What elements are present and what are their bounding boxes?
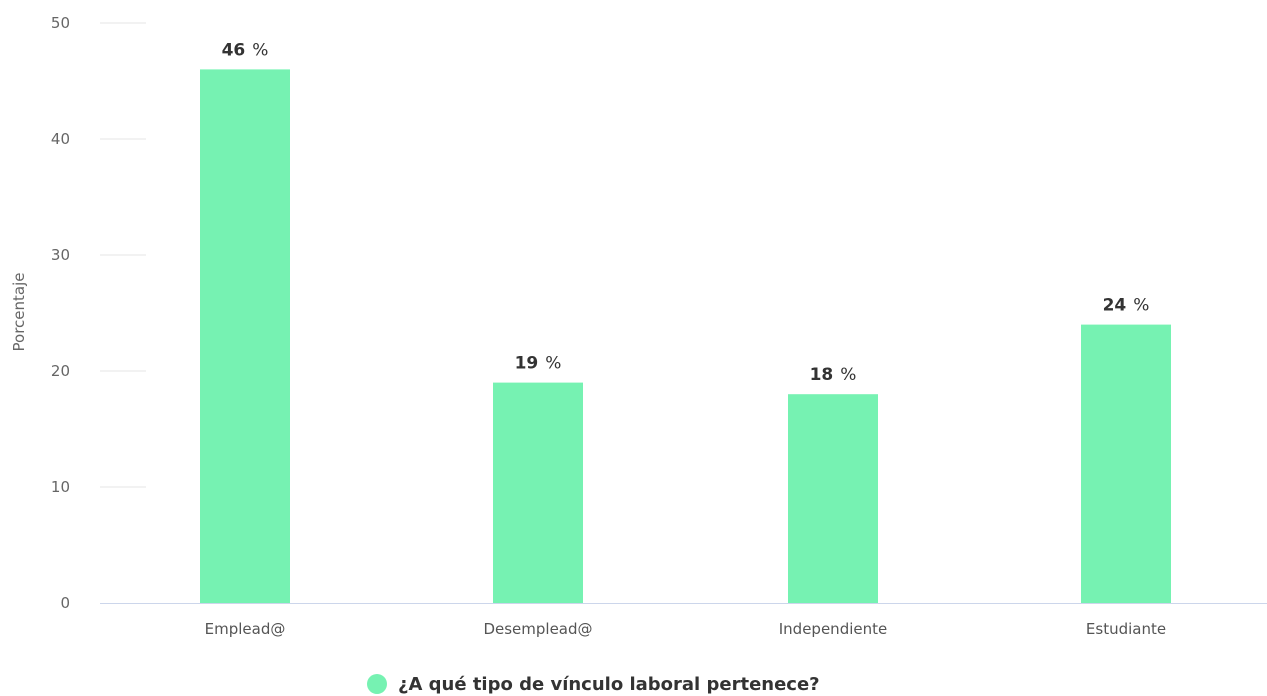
bar-2[interactable] (788, 394, 878, 603)
data-label-3: 24% (1103, 296, 1150, 316)
x-category-label-0: Emplead@ (205, 620, 286, 638)
x-category-label-3: Estudiante (1086, 620, 1166, 638)
legend-label[interactable]: ¿A qué tipo de vínculo laboral pertenece… (398, 674, 820, 695)
y-tick-label-20: 20 (51, 362, 70, 380)
y-tick-label-50: 50 (51, 14, 70, 32)
x-axis-categories: Emplead@ Desemplead@ Independiente Estudian… (205, 620, 1166, 638)
data-label-2: 18% (810, 365, 857, 385)
bars (200, 69, 1171, 603)
data-labels: 46 % 19 % 18 % 24% (222, 40, 1150, 385)
x-category-label-1: Desemplead@ (483, 620, 592, 638)
y-axis-title: Porcentaje (10, 273, 28, 352)
bar-0[interactable] (200, 69, 290, 603)
y-tick-label-30: 30 (51, 246, 70, 264)
y-axis-ticks: 0 10 20 30 40 50 (51, 14, 70, 612)
y-tick-label-10: 10 (51, 478, 70, 496)
y-tick-label-40: 40 (51, 130, 70, 148)
x-category-label-2: Independiente (779, 620, 887, 638)
data-label-1: 19% (515, 354, 562, 374)
legend[interactable]: ¿A qué tipo de vínculo laboral pertenece… (367, 674, 820, 695)
data-label-0: 46% (222, 40, 269, 60)
y-tick-label-0: 0 (60, 594, 70, 612)
bar-1[interactable] (493, 382, 583, 603)
legend-swatch-icon[interactable] (367, 674, 387, 694)
gridlines (100, 22, 146, 488)
bar-3[interactable] (1081, 324, 1171, 603)
